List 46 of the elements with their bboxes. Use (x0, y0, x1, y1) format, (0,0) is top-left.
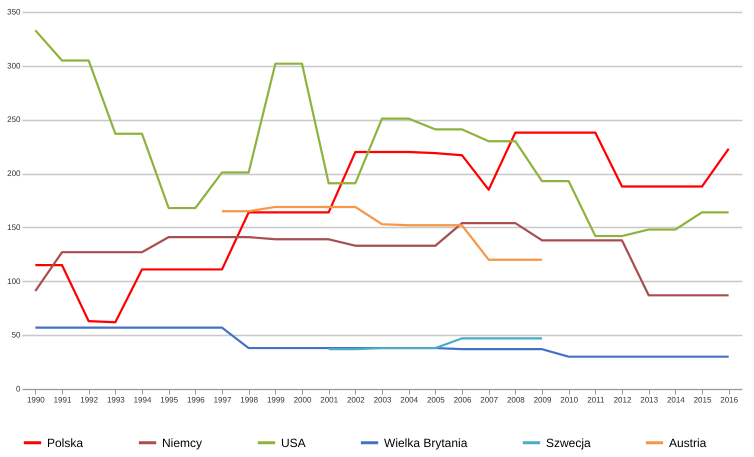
line-series (34, 222, 730, 296)
legend-label: Polska (47, 436, 84, 450)
x-tick-label: 1999 (266, 396, 286, 404)
legend-label: Austria (669, 436, 707, 450)
legend-label: Szwecja (546, 436, 592, 450)
x-tick-label: 2013 (640, 396, 659, 404)
y-tick-label: 300 (7, 61, 22, 70)
x-tick-label: 2016 (720, 396, 739, 404)
x-tick-label: 1990 (26, 396, 46, 404)
x-tick-label: 2015 (694, 396, 712, 404)
x-tick-label: 1992 (80, 396, 99, 404)
x-tick-label: 2003 (374, 396, 392, 404)
x-tick-label: 2005 (426, 396, 446, 404)
y-tick-label: 150 (7, 222, 22, 232)
x-tick-label: 1998 (240, 396, 259, 404)
x-tick-label: 1994 (134, 396, 152, 404)
line-series (220, 206, 544, 261)
x-tick-label: 2000 (294, 396, 312, 404)
line-series (34, 132, 730, 324)
y-tick-label: 100 (7, 276, 22, 286)
x-tick-label: 1996 (186, 396, 206, 404)
y-tick-label: 0 (16, 384, 22, 394)
line-series (34, 29, 730, 238)
y-tick-label: 250 (7, 115, 22, 124)
x-tick-label: 2004 (400, 396, 419, 404)
x-tick-label: 1991 (54, 396, 72, 404)
x-tick-label: 2010 (560, 396, 579, 404)
x-tick-label: 2002 (346, 396, 366, 404)
legend-label: Niemcy (162, 436, 202, 450)
legend-label: Wielka Brytania (384, 436, 468, 450)
y-tick-label: 350 (7, 8, 22, 16)
y-tick-label: 50 (12, 330, 22, 340)
x-tick-label: 2009 (534, 396, 552, 404)
x-tick-label: 2001 (320, 396, 339, 404)
x-tick-label: 2007 (480, 396, 499, 404)
x-tick-label: 1997 (214, 396, 232, 404)
x-tick-label: 2012 (614, 396, 632, 404)
x-tick-label: 1995 (160, 396, 179, 404)
x-tick-label: 1993 (106, 396, 126, 404)
x-tick-label: 2011 (587, 396, 605, 404)
y-tick-label: 200 (7, 169, 22, 178)
x-tick-label: 2008 (506, 396, 526, 404)
line-series (34, 326, 730, 358)
x-tick-label: 2006 (454, 396, 472, 404)
legend-label: USA (281, 436, 306, 450)
x-tick-label: 2014 (666, 396, 686, 404)
